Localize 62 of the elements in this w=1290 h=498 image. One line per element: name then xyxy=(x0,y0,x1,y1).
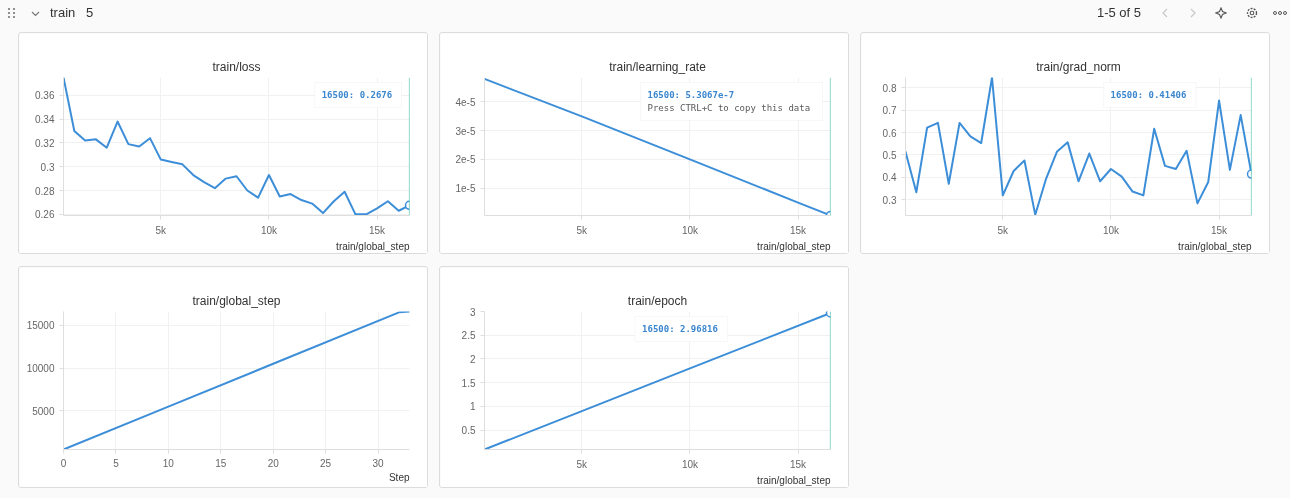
chart-title: train/loss xyxy=(212,59,261,74)
y-tick-label: 0.28 xyxy=(35,185,55,197)
y-tick-label: 0.26 xyxy=(35,209,55,221)
x-tick-label: 5k xyxy=(576,224,589,236)
x-tick-label: 5k xyxy=(997,224,1010,236)
y-tick-label: 15000 xyxy=(26,320,55,332)
x-axis-title: train/global_step xyxy=(757,240,831,252)
y-tick-label: 0.8 xyxy=(882,82,897,94)
x-tick-label: 15k xyxy=(790,458,808,470)
y-tick-label: 0.32 xyxy=(35,137,55,149)
y-tick-label: 2e-5 xyxy=(455,154,476,166)
annotation: 16500: 0.2676 xyxy=(321,89,393,100)
y-tick-label: 10000 xyxy=(26,363,55,375)
x-tick-label: 0 xyxy=(60,457,67,469)
x-tick-label: 15k xyxy=(790,224,808,236)
y-tick-label: 0.6 xyxy=(882,127,897,139)
y-tick-label: 0.5 xyxy=(882,149,897,161)
y-tick-label: 0.36 xyxy=(35,90,55,102)
chart-title: train/learning_rate xyxy=(609,59,707,74)
x-axis-title: train/global_step xyxy=(1178,240,1252,252)
y-tick-label: 0.3 xyxy=(882,194,897,206)
x-axis-title: train/global_step xyxy=(336,240,410,252)
y-tick-label: 1 xyxy=(469,401,476,413)
x-axis-title: Step xyxy=(388,471,410,483)
x-tick-label: 20 xyxy=(267,457,280,469)
x-tick-label: 15 xyxy=(215,457,227,469)
annotation: 16500: 5.3067e-7 xyxy=(647,89,735,100)
y-tick-label: 2.5 xyxy=(461,330,476,342)
y-tick-label: 1.5 xyxy=(461,377,476,389)
x-axis-title: train/global_step xyxy=(757,474,831,486)
text: 1-5 of 5 xyxy=(1096,5,1141,20)
x-tick-label: 10k xyxy=(1102,224,1120,236)
y-tick-label: 0.3 xyxy=(40,161,55,173)
y-tick-label: 0.7 xyxy=(882,105,897,117)
x-tick-label: 10k xyxy=(681,224,699,236)
chart-title: train/grad_norm xyxy=(1036,59,1121,74)
y-tick-label: 0.5 xyxy=(461,425,476,437)
x-tick-label: 30 xyxy=(372,457,385,469)
x-tick-label: 15k xyxy=(1211,224,1229,236)
y-tick-label: 2 xyxy=(469,353,476,365)
annotation: 16500: 2.96816 xyxy=(642,323,718,334)
x-tick-label: 10k xyxy=(260,224,278,236)
y-tick-label: 4e-5 xyxy=(455,96,476,108)
x-tick-label: 5k xyxy=(576,458,589,470)
chart-title: train/epoch xyxy=(627,293,688,308)
annotation: Press CTRL+C to copy this data xyxy=(647,102,811,113)
annotation: 16500: 0.41406 xyxy=(1110,89,1187,100)
y-tick-label: 0.34 xyxy=(35,114,55,126)
x-tick-label: 15k xyxy=(369,224,387,236)
text: 5 xyxy=(86,5,94,20)
x-tick-label: 25 xyxy=(320,457,332,469)
x-tick-label: 5k xyxy=(155,224,168,236)
y-tick-label: 3 xyxy=(469,306,476,318)
x-tick-label: 10k xyxy=(681,458,699,470)
y-tick-label: 5000 xyxy=(32,405,55,417)
x-tick-label: 5 xyxy=(113,457,120,469)
x-tick-label: 10 xyxy=(162,457,175,469)
chart-title: train/global_step xyxy=(192,293,281,308)
y-tick-label: 1e-5 xyxy=(455,183,476,195)
text: train xyxy=(50,5,76,20)
y-tick-label: 0.4 xyxy=(882,172,897,184)
y-tick-label: 3e-5 xyxy=(455,125,476,137)
